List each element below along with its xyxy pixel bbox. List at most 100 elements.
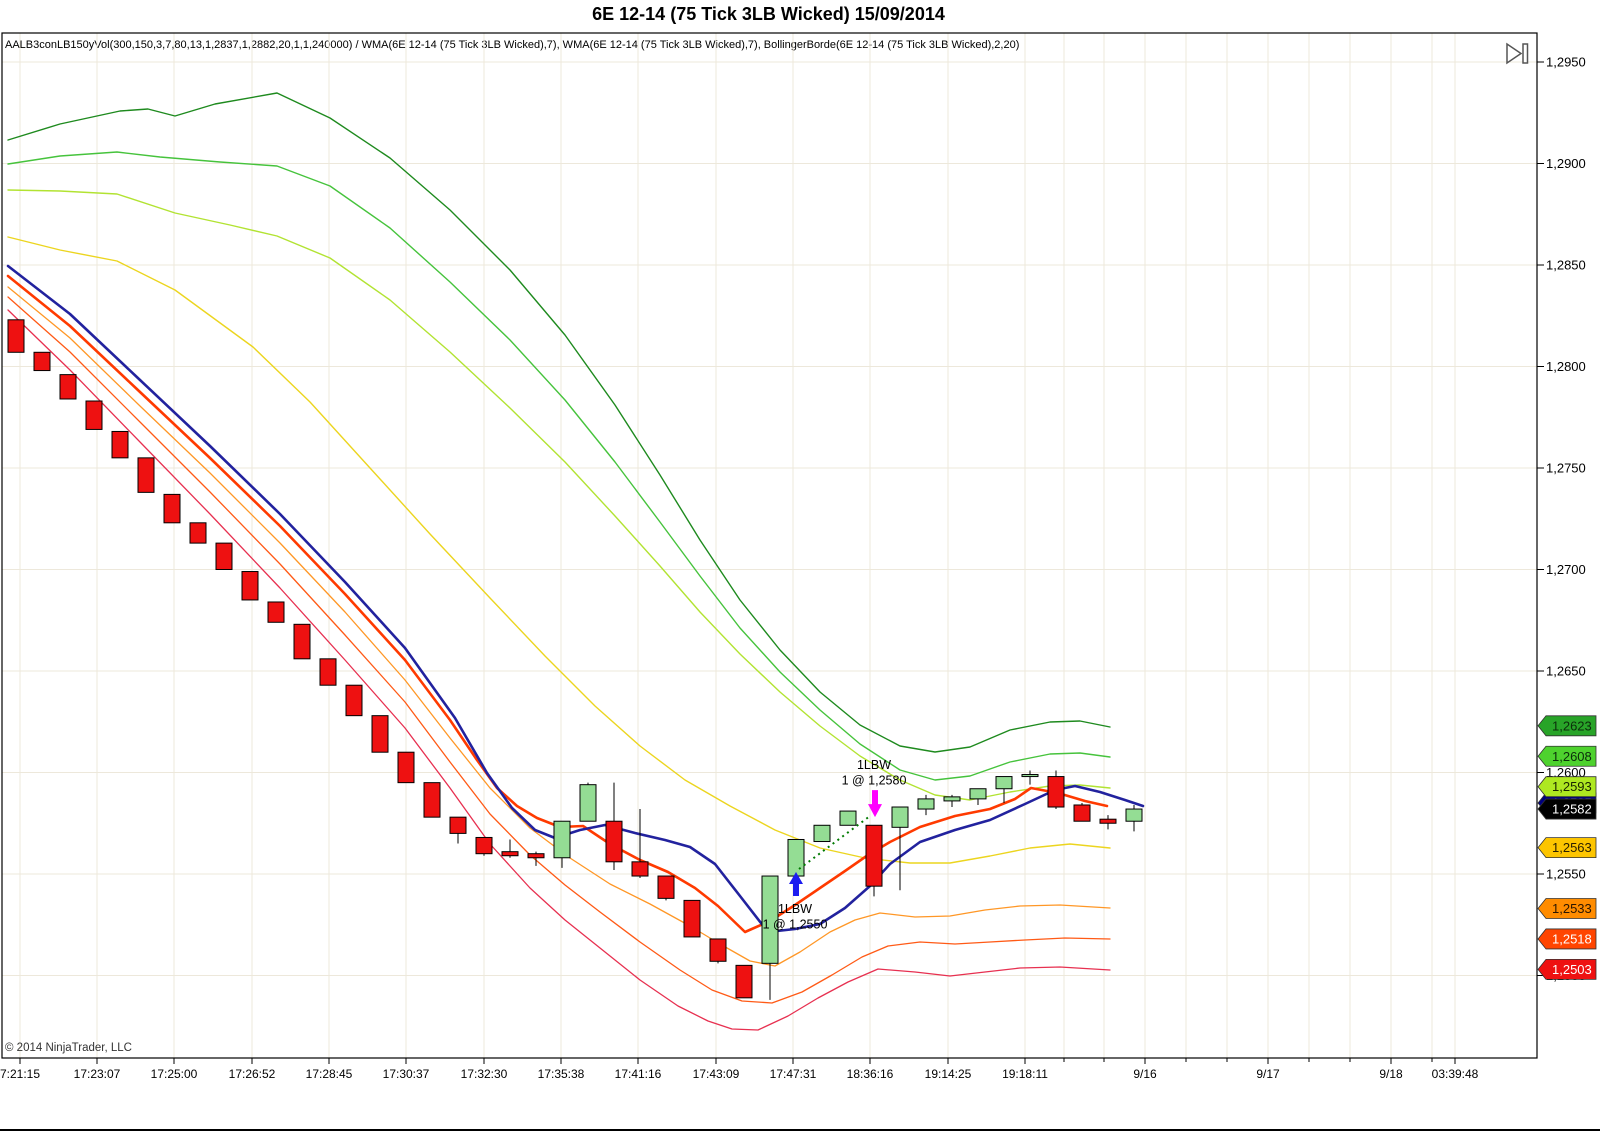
candle: [527, 853, 545, 859]
x-tick-label[interactable]: 17:47:31: [770, 1067, 817, 1081]
price-tag: [1537, 898, 1597, 919]
entry-arrow-icon: [789, 872, 803, 896]
goto-end-icon[interactable]: [1506, 42, 1529, 65]
x-tick-label[interactable]: 17:26:52: [229, 1067, 276, 1081]
price-tag: [1537, 715, 1597, 737]
x-tick-label[interactable]: 19:18:11: [1002, 1067, 1048, 1081]
candle: [293, 623, 311, 660]
candle: [787, 838, 805, 877]
candle: [59, 374, 77, 400]
candle: [501, 851, 519, 857]
x-tick-label[interactable]: 17:30:37: [383, 1067, 430, 1081]
y-tick-label[interactable]: 1,2950: [1546, 55, 1586, 70]
x-tick-label[interactable]: 17:41:16: [615, 1067, 662, 1081]
trade-label: 1LBW: [857, 758, 891, 772]
y-tick-label[interactable]: 1,2900: [1546, 156, 1586, 171]
candle: [605, 820, 623, 863]
candle: [813, 824, 831, 843]
indicator-line-band-upper-3: [7, 92, 1111, 753]
x-tick-label[interactable]: 17:23:07: [74, 1067, 121, 1081]
y-tick-label[interactable]: 1,2550: [1546, 867, 1586, 882]
indicator-line-band-upper-1: [7, 189, 1111, 801]
trade-connector-line: [798, 815, 871, 870]
price-tag-label: 1,2563: [1552, 840, 1592, 855]
price-tag: [1537, 776, 1597, 798]
page-title: 6E 12-14 (75 Tick 3LB Wicked) 15/09/2014: [592, 4, 945, 24]
indicator-line-band-lower-1: [7, 296, 1111, 1004]
candle: [995, 776, 1013, 790]
price-tag: [1537, 798, 1597, 820]
candle: [397, 751, 415, 784]
candle: [891, 806, 909, 828]
candle: [137, 457, 155, 493]
price-tag: [1537, 928, 1597, 950]
candle: [1021, 774, 1039, 778]
candle: [267, 601, 285, 623]
y-tick-label[interactable]: 1,2800: [1546, 359, 1586, 374]
candle: [917, 798, 935, 810]
price-tag-label: 1,2503: [1552, 962, 1592, 977]
x-tick-label[interactable]: 9/18: [1379, 1067, 1403, 1081]
x-tick-label[interactable]: 19:14:25: [925, 1067, 972, 1081]
price-tag-label: 1,2593: [1552, 779, 1592, 794]
candle: [865, 824, 883, 887]
candle: [631, 861, 649, 877]
x-tick-label[interactable]: 17:43:09: [693, 1067, 740, 1081]
indicator-line-wma-1: [6, 264, 1145, 934]
indicator-settings-label: AALB3conLB150yVol(300,150,3,7,80,13,1,28…: [5, 39, 1020, 51]
x-tick-label[interactable]: 9/16: [1133, 1067, 1157, 1081]
x-tick-label[interactable]: 17:25:00: [151, 1067, 198, 1081]
price-tag: [1537, 959, 1597, 980]
candle: [215, 542, 233, 570]
indicator-line-wma-2: [6, 274, 1109, 934]
window-bottom-border: [0, 1129, 1600, 1131]
y-tick-label[interactable]: 1,2700: [1546, 562, 1586, 577]
candle: [345, 684, 363, 717]
candle: [683, 899, 701, 938]
x-tick-label[interactable]: 9/17: [1256, 1067, 1280, 1081]
y-tick-label[interactable]: 1,2650: [1546, 664, 1586, 679]
candle: [241, 571, 259, 601]
price-tag-label: 1,2623: [1552, 718, 1592, 733]
price-tag: [1537, 745, 1597, 767]
x-tick-label[interactable]: 03:39:48: [1432, 1067, 1479, 1081]
price-tag: [1537, 837, 1597, 859]
x-tick-label[interactable]: 17:28:45: [306, 1067, 353, 1081]
indicator-line-band-mid-upper: [7, 236, 1111, 864]
candle: [475, 836, 493, 855]
candle: [943, 796, 961, 802]
indicator-line-band-mid-lower: [7, 286, 1111, 967]
x-tick-label[interactable]: 17:35:38: [538, 1067, 585, 1081]
exit-arrow-icon: [868, 790, 882, 818]
candle: [189, 522, 207, 544]
candle: [85, 400, 103, 430]
price-tag-label: 1,2582: [1552, 802, 1592, 817]
candle: [839, 810, 857, 826]
copyright-text: © 2014 NinjaTrader, LLC: [5, 1042, 132, 1054]
indicator-line-band-lower-2: [7, 309, 1111, 1031]
price-tag-label: 1,2533: [1552, 901, 1592, 916]
x-tick-label[interactable]: 17:32:30: [461, 1067, 508, 1081]
candle: [33, 351, 51, 372]
x-tick-label[interactable]: 7:21:15: [0, 1067, 40, 1081]
trade-price-label: 1 @ 1,2580: [842, 774, 907, 788]
plot-border: [1, 32, 1538, 1059]
x-tick-label[interactable]: 18:36:16: [847, 1067, 894, 1081]
y-tick-label[interactable]: 1,2850: [1546, 258, 1586, 273]
y-tick-label[interactable]: 1,2600: [1546, 765, 1586, 780]
candle: [709, 938, 727, 962]
candle: [319, 658, 337, 686]
y-tick-label[interactable]: 1,2750: [1546, 461, 1586, 476]
candle: [657, 875, 675, 899]
indicator-line-band-upper-2: [7, 151, 1111, 781]
candle: [449, 816, 467, 834]
candle: [579, 784, 597, 822]
price-tag-label: 1,2608: [1552, 749, 1592, 764]
candle: [761, 875, 779, 964]
trade-price-label: 1 @ 1,2550: [763, 918, 828, 932]
candle: [423, 782, 441, 818]
trade-label: 1LBW: [778, 902, 812, 916]
candle: [1047, 776, 1065, 808]
candle: [1099, 818, 1117, 824]
